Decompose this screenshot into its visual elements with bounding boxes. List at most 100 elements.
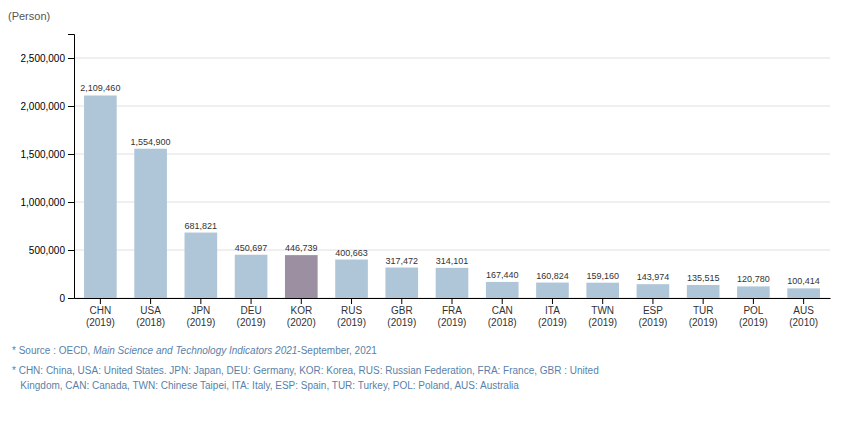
y-tick-mark xyxy=(68,298,74,299)
x-tick-mark xyxy=(602,298,603,304)
bar xyxy=(134,149,167,298)
data-label: 159,160 xyxy=(586,271,619,281)
bar xyxy=(737,286,770,298)
x-tick-label: ITA(2019) xyxy=(538,305,567,328)
grid-line xyxy=(74,154,830,155)
bar xyxy=(235,255,268,298)
x-tick: JPN(2019) xyxy=(186,298,215,328)
x-tick: CAN(2018) xyxy=(488,298,517,328)
data-label: 446,739 xyxy=(285,243,318,253)
y-tick-label: 2,500,000 xyxy=(21,53,66,64)
data-label: 120,780 xyxy=(737,274,770,284)
y-tick: 0 xyxy=(59,293,74,304)
bar xyxy=(335,260,368,298)
x-tick: CHN(2019) xyxy=(86,298,115,328)
x-tick-mark xyxy=(200,298,201,304)
y-tick: 2,500,000 xyxy=(21,53,75,64)
data-label: 167,440 xyxy=(486,270,519,280)
x-tick: DEU(2019) xyxy=(237,298,266,328)
x-tick-mark xyxy=(703,298,704,304)
x-tick-mark xyxy=(301,298,302,304)
y-tick-mark xyxy=(68,154,74,155)
x-tick: TUR(2019) xyxy=(689,298,718,328)
y-tick: 2,000,000 xyxy=(21,101,75,112)
x-tick-mark xyxy=(100,298,101,304)
data-label: 143,974 xyxy=(637,272,670,282)
x-tick-mark xyxy=(401,298,402,304)
x-tick-label: AUS(2010) xyxy=(789,305,818,328)
data-label: 450,697 xyxy=(235,243,268,253)
x-tick-mark xyxy=(452,298,453,304)
x-tick-label: TWN(2019) xyxy=(588,305,617,328)
x-tick-label: FRA(2019) xyxy=(438,305,467,328)
x-tick: ESP(2019) xyxy=(638,298,667,328)
bars xyxy=(84,95,820,298)
x-tick-label: RUS(2019) xyxy=(337,305,366,328)
bar xyxy=(586,283,619,298)
y-tick-mark xyxy=(68,250,74,251)
grid-line xyxy=(74,58,830,59)
y-tick-label: 0 xyxy=(59,293,65,304)
bar xyxy=(486,282,519,298)
footnote: * Source : OECD, Main Science and Techno… xyxy=(12,345,377,356)
x-tick-mark xyxy=(502,298,503,304)
x-tick-label: TUR(2019) xyxy=(689,305,718,328)
x-tick: USA(2018) xyxy=(136,298,165,328)
bar xyxy=(285,255,318,298)
y-tick-label: 500,000 xyxy=(29,245,66,256)
bar xyxy=(637,284,670,298)
data-label: 135,515 xyxy=(687,273,720,283)
y-tick: 1,000,000 xyxy=(21,197,75,208)
y-tick-label: 2,000,000 xyxy=(21,101,66,112)
bar xyxy=(385,268,418,298)
bar xyxy=(536,283,569,298)
x-tick-mark xyxy=(150,298,151,304)
y-tick-mark xyxy=(68,58,74,59)
y-tick-mark xyxy=(68,106,74,107)
data-label: 2,109,460 xyxy=(80,83,120,93)
y-tick-label: 1,500,000 xyxy=(21,149,66,160)
y-axis: 0 500,000 1,000,000 1,500,000 2,000,000 2,500… xyxy=(21,35,75,304)
x-tick-label: USA(2018) xyxy=(136,305,165,328)
data-labels: 2,109,4601,554,900681,821450,697446,7394… xyxy=(80,83,820,286)
x-tick: GBR(2019) xyxy=(387,298,416,328)
chart: 0 500,000 1,000,000 1,500,000 2,000,000 2,500… xyxy=(0,0,846,430)
data-label: 681,821 xyxy=(185,221,218,231)
x-tick: RUS(2019) xyxy=(337,298,366,328)
y-tick-label: 1,000,000 xyxy=(21,197,66,208)
data-label: 160,824 xyxy=(536,271,569,281)
x-tick-label: GBR(2019) xyxy=(387,305,416,328)
bar xyxy=(787,288,820,298)
x-tick-mark xyxy=(552,298,553,304)
y-axis-line xyxy=(68,35,75,299)
footnote-part: * Source : OECD, xyxy=(12,345,93,356)
x-tick-mark xyxy=(803,298,804,304)
data-label: 314,101 xyxy=(436,256,469,266)
x-tick: AUS(2010) xyxy=(789,298,818,328)
grid xyxy=(74,58,830,298)
x-tick-label: JPN(2019) xyxy=(186,305,215,328)
bar xyxy=(185,233,218,298)
data-label: 1,554,900 xyxy=(131,137,171,147)
x-axis: CHN(2019) USA(2018) JPN(2019) DEU(2019) KOR(… xyxy=(75,298,831,328)
x-tick-label: DEU(2019) xyxy=(237,305,266,328)
x-tick: ITA(2019) xyxy=(538,298,567,328)
bar xyxy=(436,268,469,298)
x-tick-mark xyxy=(753,298,754,304)
data-label: 317,472 xyxy=(385,256,418,266)
x-tick: TWN(2019) xyxy=(588,298,617,328)
data-label: 100,414 xyxy=(787,276,820,286)
x-tick: FRA(2019) xyxy=(438,298,467,328)
y-tick: 1,500,000 xyxy=(21,149,75,160)
grid-line xyxy=(74,202,830,203)
plot: 0 500,000 1,000,000 1,500,000 2,000,000 2,500… xyxy=(8,10,831,328)
x-tick-mark xyxy=(251,298,252,304)
bar xyxy=(687,285,720,298)
y-tick-mark xyxy=(68,202,74,203)
x-tick: POL(2019) xyxy=(739,298,768,328)
footnote: Kingdom, CAN: Canada, TWN: Chinese Taipe… xyxy=(12,380,519,391)
x-tick-label: KOR(2020) xyxy=(287,305,316,328)
x-tick-label: POL(2019) xyxy=(739,305,768,328)
x-tick: KOR(2020) xyxy=(287,298,316,328)
x-tick-mark xyxy=(351,298,352,304)
